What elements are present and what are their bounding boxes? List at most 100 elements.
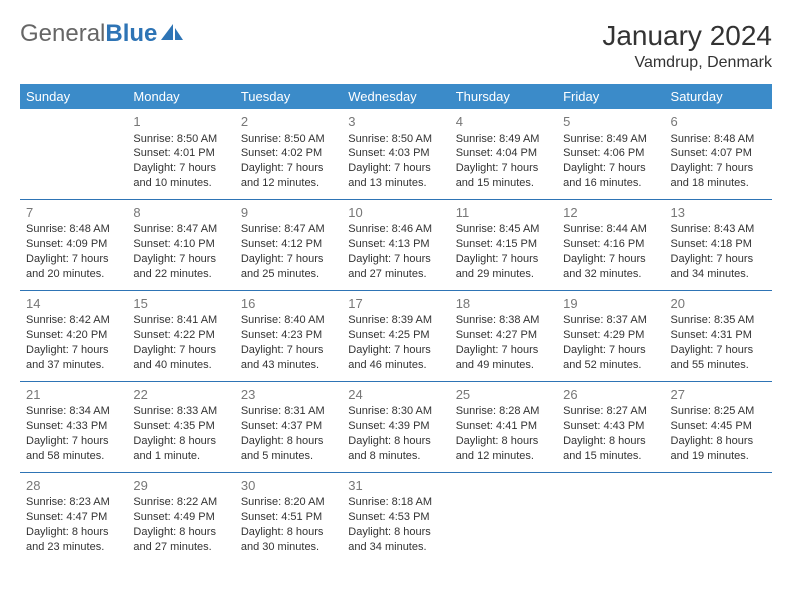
sunset-line: Sunset: 4:29 PM — [563, 328, 658, 343]
sunrise-line: Sunrise: 8:27 AM — [563, 404, 658, 419]
daylight-line: Daylight: 7 hours and 37 minutes. — [26, 343, 121, 373]
calendar-row: 14Sunrise: 8:42 AMSunset: 4:20 PMDayligh… — [20, 290, 772, 381]
sunset-line: Sunset: 4:02 PM — [241, 146, 336, 161]
day-number: 9 — [241, 204, 336, 222]
daylight-line: Daylight: 7 hours and 32 minutes. — [563, 252, 658, 282]
daylight-line: Daylight: 7 hours and 46 minutes. — [348, 343, 443, 373]
daylight-line: Daylight: 7 hours and 10 minutes. — [133, 161, 228, 191]
daylight-line: Daylight: 8 hours and 30 minutes. — [241, 525, 336, 555]
sunrise-line: Sunrise: 8:28 AM — [456, 404, 551, 419]
calendar-cell: 27Sunrise: 8:25 AMSunset: 4:45 PMDayligh… — [665, 381, 772, 472]
calendar-cell: 13Sunrise: 8:43 AMSunset: 4:18 PMDayligh… — [665, 199, 772, 290]
day-number: 24 — [348, 386, 443, 404]
calendar-cell — [450, 472, 557, 562]
sunset-line: Sunset: 4:41 PM — [456, 419, 551, 434]
calendar-cell: 30Sunrise: 8:20 AMSunset: 4:51 PMDayligh… — [235, 472, 342, 562]
daylight-line: Daylight: 7 hours and 16 minutes. — [563, 161, 658, 191]
day-number: 7 — [26, 204, 121, 222]
day-number: 18 — [456, 295, 551, 313]
sunrise-line: Sunrise: 8:49 AM — [456, 132, 551, 147]
sunset-line: Sunset: 4:01 PM — [133, 146, 228, 161]
sunrise-line: Sunrise: 8:23 AM — [26, 495, 121, 510]
weekday-header: Saturday — [665, 84, 772, 109]
daylight-line: Daylight: 7 hours and 29 minutes. — [456, 252, 551, 282]
sunset-line: Sunset: 4:43 PM — [563, 419, 658, 434]
sunset-line: Sunset: 4:12 PM — [241, 237, 336, 252]
sunset-line: Sunset: 4:18 PM — [671, 237, 766, 252]
day-number: 27 — [671, 386, 766, 404]
sunrise-line: Sunrise: 8:50 AM — [241, 132, 336, 147]
sunset-line: Sunset: 4:33 PM — [26, 419, 121, 434]
daylight-line: Daylight: 7 hours and 34 minutes. — [671, 252, 766, 282]
calendar-cell: 26Sunrise: 8:27 AMSunset: 4:43 PMDayligh… — [557, 381, 664, 472]
day-number: 23 — [241, 386, 336, 404]
sunset-line: Sunset: 4:27 PM — [456, 328, 551, 343]
location: Vamdrup, Denmark — [602, 54, 772, 72]
daylight-line: Daylight: 8 hours and 12 minutes. — [456, 434, 551, 464]
weekday-header: Monday — [127, 84, 234, 109]
daylight-line: Daylight: 8 hours and 1 minute. — [133, 434, 228, 464]
daylight-line: Daylight: 7 hours and 13 minutes. — [348, 161, 443, 191]
day-number: 31 — [348, 477, 443, 495]
weekday-header: Friday — [557, 84, 664, 109]
day-number: 3 — [348, 113, 443, 131]
calendar-cell: 3Sunrise: 8:50 AMSunset: 4:03 PMDaylight… — [342, 109, 449, 199]
day-number: 1 — [133, 113, 228, 131]
sunrise-line: Sunrise: 8:49 AM — [563, 132, 658, 147]
daylight-line: Daylight: 7 hours and 52 minutes. — [563, 343, 658, 373]
daylight-line: Daylight: 7 hours and 15 minutes. — [456, 161, 551, 191]
sunset-line: Sunset: 4:47 PM — [26, 510, 121, 525]
calendar-cell: 4Sunrise: 8:49 AMSunset: 4:04 PMDaylight… — [450, 109, 557, 199]
calendar-cell: 1Sunrise: 8:50 AMSunset: 4:01 PMDaylight… — [127, 109, 234, 199]
weekday-header: Wednesday — [342, 84, 449, 109]
sunrise-line: Sunrise: 8:50 AM — [348, 132, 443, 147]
weekday-header: Tuesday — [235, 84, 342, 109]
calendar-cell: 7Sunrise: 8:48 AMSunset: 4:09 PMDaylight… — [20, 199, 127, 290]
sunset-line: Sunset: 4:07 PM — [671, 146, 766, 161]
sunset-line: Sunset: 4:23 PM — [241, 328, 336, 343]
daylight-line: Daylight: 7 hours and 18 minutes. — [671, 161, 766, 191]
day-number: 4 — [456, 113, 551, 131]
sunrise-line: Sunrise: 8:18 AM — [348, 495, 443, 510]
sunset-line: Sunset: 4:31 PM — [671, 328, 766, 343]
daylight-line: Daylight: 7 hours and 20 minutes. — [26, 252, 121, 282]
daylight-line: Daylight: 7 hours and 22 minutes. — [133, 252, 228, 282]
calendar-cell: 24Sunrise: 8:30 AMSunset: 4:39 PMDayligh… — [342, 381, 449, 472]
daylight-line: Daylight: 8 hours and 19 minutes. — [671, 434, 766, 464]
day-number: 2 — [241, 113, 336, 131]
sunrise-line: Sunrise: 8:37 AM — [563, 313, 658, 328]
calendar-cell: 2Sunrise: 8:50 AMSunset: 4:02 PMDaylight… — [235, 109, 342, 199]
day-number: 22 — [133, 386, 228, 404]
calendar-cell: 16Sunrise: 8:40 AMSunset: 4:23 PMDayligh… — [235, 290, 342, 381]
daylight-line: Daylight: 8 hours and 23 minutes. — [26, 525, 121, 555]
calendar-cell: 28Sunrise: 8:23 AMSunset: 4:47 PMDayligh… — [20, 472, 127, 562]
day-number: 26 — [563, 386, 658, 404]
sunrise-line: Sunrise: 8:38 AM — [456, 313, 551, 328]
calendar-cell: 17Sunrise: 8:39 AMSunset: 4:25 PMDayligh… — [342, 290, 449, 381]
day-number: 19 — [563, 295, 658, 313]
day-number: 25 — [456, 386, 551, 404]
sail-icon — [159, 22, 185, 47]
daylight-line: Daylight: 7 hours and 58 minutes. — [26, 434, 121, 464]
sunrise-line: Sunrise: 8:35 AM — [671, 313, 766, 328]
calendar-cell: 10Sunrise: 8:46 AMSunset: 4:13 PMDayligh… — [342, 199, 449, 290]
day-number: 15 — [133, 295, 228, 313]
day-number: 30 — [241, 477, 336, 495]
calendar-cell: 20Sunrise: 8:35 AMSunset: 4:31 PMDayligh… — [665, 290, 772, 381]
sunset-line: Sunset: 4:10 PM — [133, 237, 228, 252]
sunset-line: Sunset: 4:20 PM — [26, 328, 121, 343]
sunrise-line: Sunrise: 8:45 AM — [456, 222, 551, 237]
sunrise-line: Sunrise: 8:41 AM — [133, 313, 228, 328]
title-block: January 2024 Vamdrup, Denmark — [602, 20, 772, 72]
sunrise-line: Sunrise: 8:47 AM — [241, 222, 336, 237]
calendar-cell: 31Sunrise: 8:18 AMSunset: 4:53 PMDayligh… — [342, 472, 449, 562]
sunrise-line: Sunrise: 8:30 AM — [348, 404, 443, 419]
daylight-line: Daylight: 7 hours and 25 minutes. — [241, 252, 336, 282]
calendar-cell: 14Sunrise: 8:42 AMSunset: 4:20 PMDayligh… — [20, 290, 127, 381]
calendar-row: 28Sunrise: 8:23 AMSunset: 4:47 PMDayligh… — [20, 472, 772, 562]
sunrise-line: Sunrise: 8:46 AM — [348, 222, 443, 237]
daylight-line: Daylight: 8 hours and 27 minutes. — [133, 525, 228, 555]
day-number: 10 — [348, 204, 443, 222]
sunset-line: Sunset: 4:15 PM — [456, 237, 551, 252]
calendar-cell: 29Sunrise: 8:22 AMSunset: 4:49 PMDayligh… — [127, 472, 234, 562]
